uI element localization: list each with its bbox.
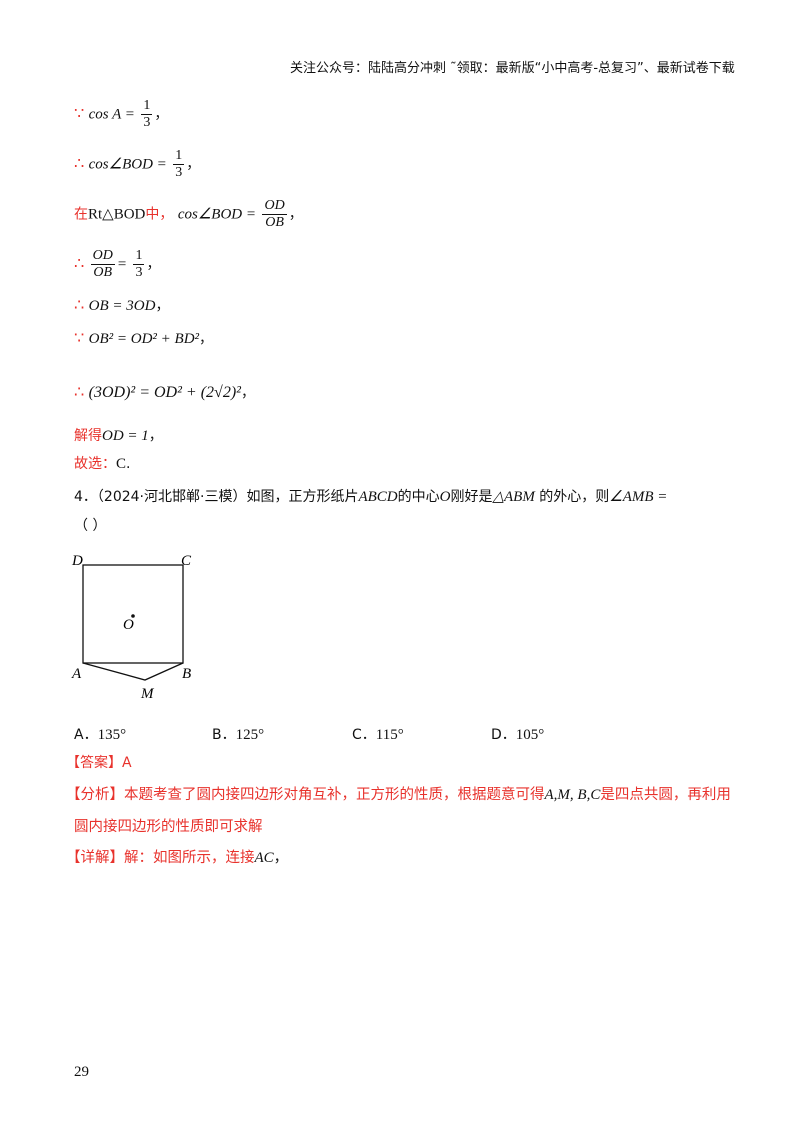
label-o: O — [123, 617, 134, 633]
option-d: D．105° — [491, 727, 545, 743]
triangle-abm — [82, 662, 184, 681]
option-c: C．115° — [352, 727, 404, 743]
label-d: D — [71, 553, 83, 569]
line-rt-triangle: 在Rt△BOD中， cos∠BOD = OD OB， — [74, 198, 303, 230]
line-substitute: ∴ (3OD)² = OD² + (2√2)²， — [74, 382, 255, 401]
label-m: M — [140, 686, 155, 702]
detail-line: 【详解】解：如图所示，连接AC， — [66, 850, 289, 866]
label-b: B — [182, 666, 191, 682]
option-a: A．135° — [74, 727, 127, 743]
line-cos-bod: ∴ cos∠BOD = 1 3， — [74, 148, 201, 180]
line-cos-a: ∵ cos A = 1 3， — [74, 98, 169, 130]
line-ratio: ∴ OD OB = 1 3， — [74, 248, 161, 280]
page-header: 关注公众号：陆陆高分冲刺 ˜领取：最新版“小中高考-总复习”、最新试卷下载 — [290, 61, 735, 76]
page-number: 29 — [74, 1064, 89, 1080]
label-a: A — [71, 666, 82, 682]
option-b: B．125° — [212, 727, 265, 743]
square-abcd — [82, 564, 184, 664]
analysis-line: 【分析】本题考查了圆内接四边形对角互补，正方形的性质，根据题意可得A,M, B,… — [66, 787, 731, 803]
analysis-line-2: 圆内接四边形的性质即可求解 — [74, 819, 263, 835]
center-point-o — [131, 614, 135, 618]
line-choose: 故选：C. — [74, 456, 131, 472]
question-4: 4．（2024·河北邯郸·三模）如图，正方形纸片ABCD的中心O刚好是△ABM … — [74, 489, 668, 505]
answer-blank: （ ） — [74, 518, 107, 534]
line-ob: ∴ OB = 3OD， — [74, 295, 170, 314]
line-pythagoras: ∵ OB² = OD² + BD²， — [74, 328, 214, 347]
answer-line: 【答案】A — [66, 755, 132, 771]
line-solve: 解得OD = 1， — [74, 428, 163, 444]
square-diagram: D C O A B M — [71, 553, 192, 702]
label-c: C — [181, 553, 192, 569]
